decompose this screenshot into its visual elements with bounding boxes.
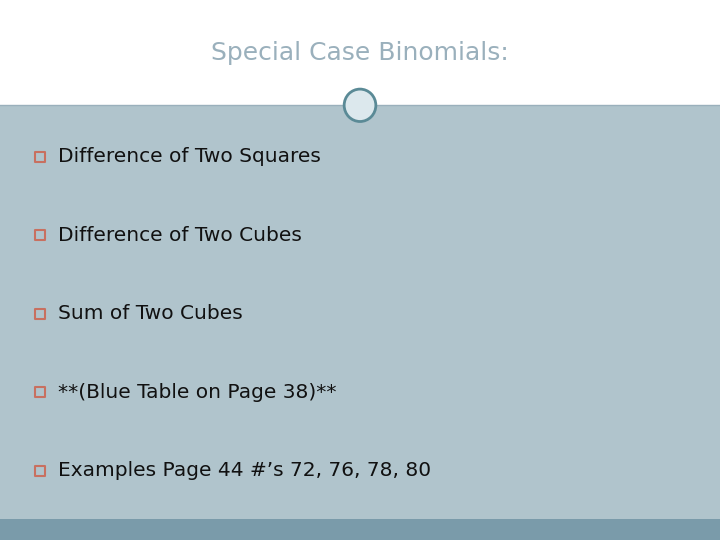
- Text: Difference of Two Cubes: Difference of Two Cubes: [58, 226, 302, 245]
- Point: [34, 152, 45, 161]
- FancyBboxPatch shape: [0, 519, 720, 540]
- FancyBboxPatch shape: [0, 105, 720, 519]
- Text: **(Blue Table on Page 38)**: **(Blue Table on Page 38)**: [58, 383, 336, 402]
- FancyBboxPatch shape: [0, 0, 720, 105]
- Point: [34, 467, 45, 475]
- Text: Difference of Two Squares: Difference of Two Squares: [58, 147, 320, 166]
- Ellipse shape: [344, 89, 376, 122]
- Point: [34, 309, 45, 318]
- Text: Sum of Two Cubes: Sum of Two Cubes: [58, 305, 243, 323]
- Point: [34, 388, 45, 397]
- Text: Examples Page 44 #’s 72, 76, 78, 80: Examples Page 44 #’s 72, 76, 78, 80: [58, 461, 431, 481]
- Point: [34, 231, 45, 240]
- Text: Special Case Binomials:: Special Case Binomials:: [211, 40, 509, 65]
